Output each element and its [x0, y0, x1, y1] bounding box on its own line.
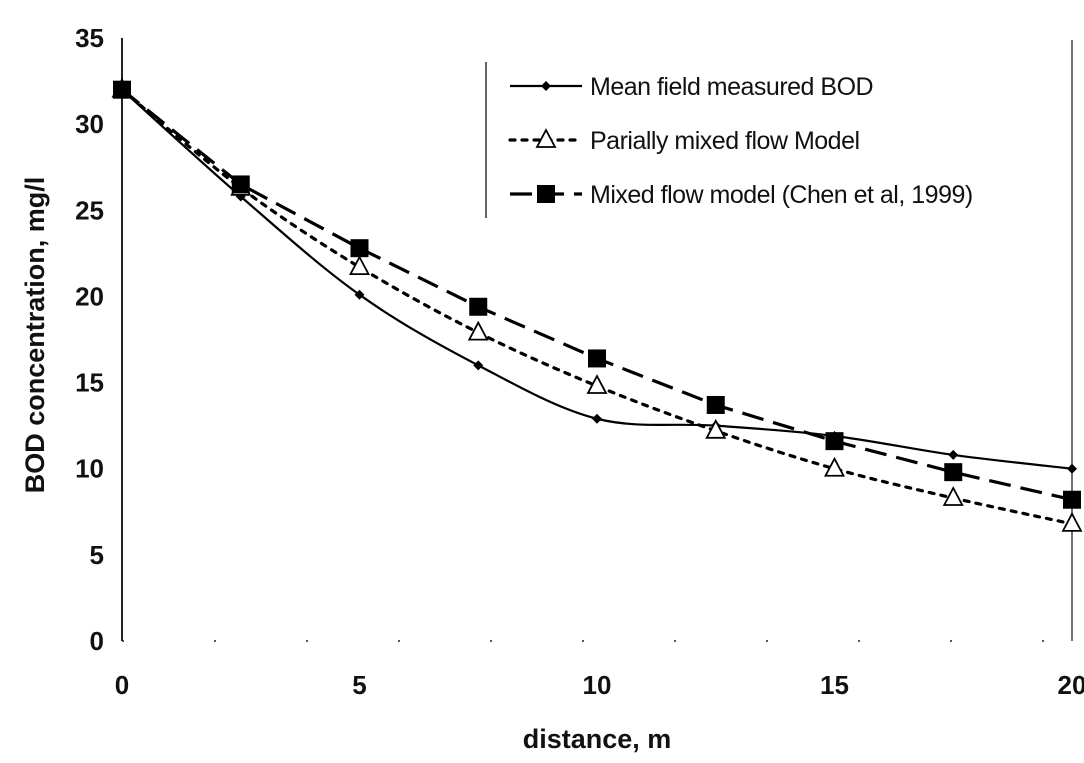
legend-label: Parially mixed flow Model [590, 127, 860, 155]
x-tick-labels: 0 5 10 15 20 [115, 670, 1084, 700]
data-point [232, 175, 250, 193]
data-point [113, 81, 131, 99]
data-point [469, 323, 487, 340]
y-tick-label: 0 [90, 626, 104, 656]
y-tick-label: 10 [75, 454, 104, 484]
legend-label: Mean field measured BOD [590, 73, 873, 101]
data-point [351, 239, 369, 257]
x-tick-label: 5 [352, 670, 366, 700]
legend: Mean field measured BOD Parially mixed fl… [486, 62, 973, 218]
y-tick-label: 5 [90, 540, 104, 570]
y-tick-label: 35 [75, 23, 104, 53]
legend-item: Mean field measured BOD [510, 73, 873, 101]
x-tick-label: 0 [115, 670, 129, 700]
y-axis-title: BOD concentration, mg/l [20, 177, 50, 494]
legend-label: Mixed flow model (Chen et al, 1999) [590, 181, 973, 209]
legend-marker [537, 185, 555, 203]
legend-item: Mixed flow model (Chen et al, 1999) [510, 181, 973, 209]
data-point [1063, 491, 1081, 509]
data-point [1067, 464, 1077, 474]
legend-marker [537, 130, 555, 147]
legend-marker [541, 81, 551, 91]
data-point [351, 257, 369, 274]
y-tick-label: 20 [75, 281, 104, 311]
y-tick-label: 25 [75, 195, 104, 225]
data-point [944, 463, 962, 481]
x-axis-title: distance, m [523, 724, 672, 754]
data-point [588, 349, 606, 367]
legend-item: Parially mixed flow Model [510, 127, 860, 155]
data-point [948, 450, 958, 460]
x-tick-label: 15 [820, 670, 849, 700]
data-point [473, 360, 483, 370]
data-point [707, 396, 725, 414]
x-tick-label: 10 [583, 670, 612, 700]
y-tick-labels: 0 5 10 15 20 25 30 35 [75, 23, 104, 656]
y-tick-label: 30 [75, 109, 104, 139]
data-point [469, 298, 487, 316]
data-point [826, 432, 844, 450]
y-tick-label: 15 [75, 368, 104, 398]
data-point [592, 414, 602, 424]
data-point [1063, 514, 1081, 531]
x-tick-label: 20 [1058, 670, 1084, 700]
